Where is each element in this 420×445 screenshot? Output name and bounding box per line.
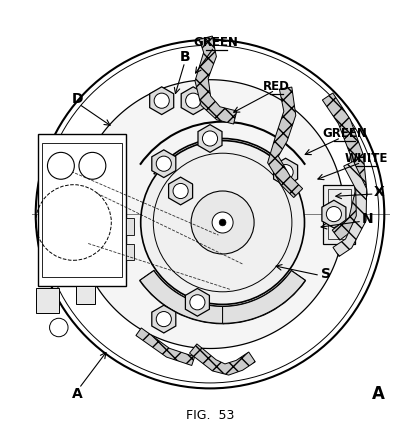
Circle shape [173,183,188,198]
Polygon shape [223,271,305,324]
Circle shape [47,152,74,179]
Circle shape [326,206,341,222]
Polygon shape [150,87,174,114]
Circle shape [191,191,254,254]
Circle shape [141,141,304,304]
FancyBboxPatch shape [355,202,362,227]
Polygon shape [323,93,367,240]
Polygon shape [181,87,205,114]
Text: WHITE: WHITE [345,152,388,165]
FancyBboxPatch shape [323,185,355,243]
FancyBboxPatch shape [36,287,59,313]
Text: X: X [373,185,384,199]
Circle shape [186,93,201,108]
Text: RED: RED [263,80,290,93]
Polygon shape [168,177,193,205]
Circle shape [154,93,169,108]
Circle shape [79,152,106,179]
Text: A: A [72,387,83,401]
Text: S: S [320,267,331,281]
Circle shape [36,40,384,388]
Circle shape [219,219,226,226]
Circle shape [212,212,233,233]
FancyBboxPatch shape [126,243,134,260]
FancyBboxPatch shape [126,218,134,235]
Text: N: N [362,212,373,226]
Polygon shape [322,200,346,228]
Circle shape [156,312,171,327]
Circle shape [278,165,293,180]
Polygon shape [333,161,367,256]
Circle shape [190,295,205,310]
Text: GREEN: GREEN [322,126,367,140]
FancyBboxPatch shape [76,286,94,304]
Polygon shape [198,125,222,152]
Circle shape [50,318,68,337]
Polygon shape [268,87,303,198]
FancyBboxPatch shape [38,134,126,286]
Text: GREEN: GREEN [194,36,239,49]
Polygon shape [195,36,237,124]
Polygon shape [185,288,210,316]
Polygon shape [96,80,344,348]
Polygon shape [189,344,255,375]
Text: D: D [72,93,84,106]
Text: B: B [179,50,190,65]
Circle shape [202,131,218,146]
Polygon shape [140,271,223,324]
Polygon shape [152,305,176,333]
Text: A: A [372,385,384,403]
Polygon shape [273,158,298,186]
Polygon shape [152,150,176,178]
Circle shape [156,156,171,171]
Text: FIG.  53: FIG. 53 [186,409,234,422]
Polygon shape [136,328,194,365]
